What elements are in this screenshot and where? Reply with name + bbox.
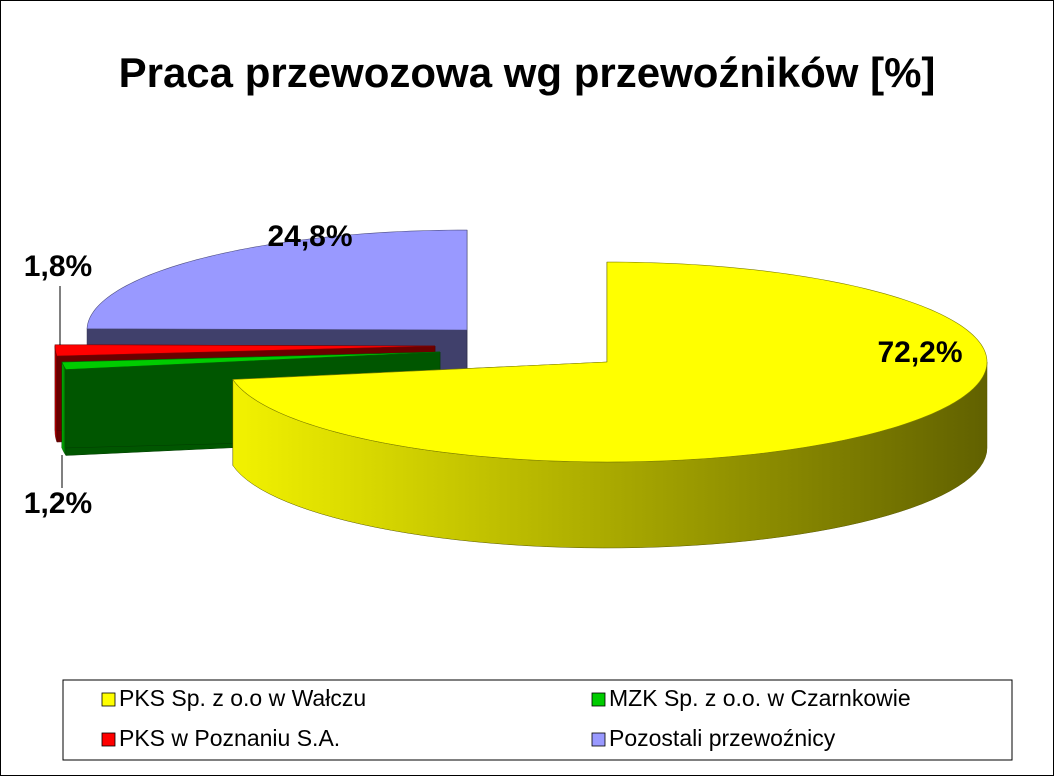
legend-swatch	[101, 692, 116, 707]
data-label: 72,2%	[877, 336, 962, 369]
data-label: 1,8%	[24, 250, 92, 283]
pie-slice	[54, 344, 436, 357]
legend-swatch	[591, 692, 606, 707]
slice-side	[54, 345, 58, 443]
pie-slice	[61, 351, 441, 370]
slice-side	[61, 361, 67, 457]
legend-label: PKS w Poznaniu S.A.	[119, 725, 340, 751]
data-label: 24,8%	[267, 220, 352, 253]
data-label: 1,2%	[24, 487, 92, 520]
legend-box	[62, 679, 1013, 761]
legend-label: MZK Sp. z o.o. w Czarnkowie	[609, 685, 911, 711]
legend-swatch	[101, 732, 116, 747]
legend-label: PKS Sp. z o.o w Wałczu	[119, 685, 366, 711]
pie-slice	[232, 261, 988, 463]
chart-title: Praca przewozowa wg przewoźników [%]	[118, 49, 936, 96]
pie-slice	[86, 229, 468, 331]
legend-swatch	[591, 732, 606, 747]
legend-label: Pozostali przewoźnicy	[609, 725, 836, 751]
